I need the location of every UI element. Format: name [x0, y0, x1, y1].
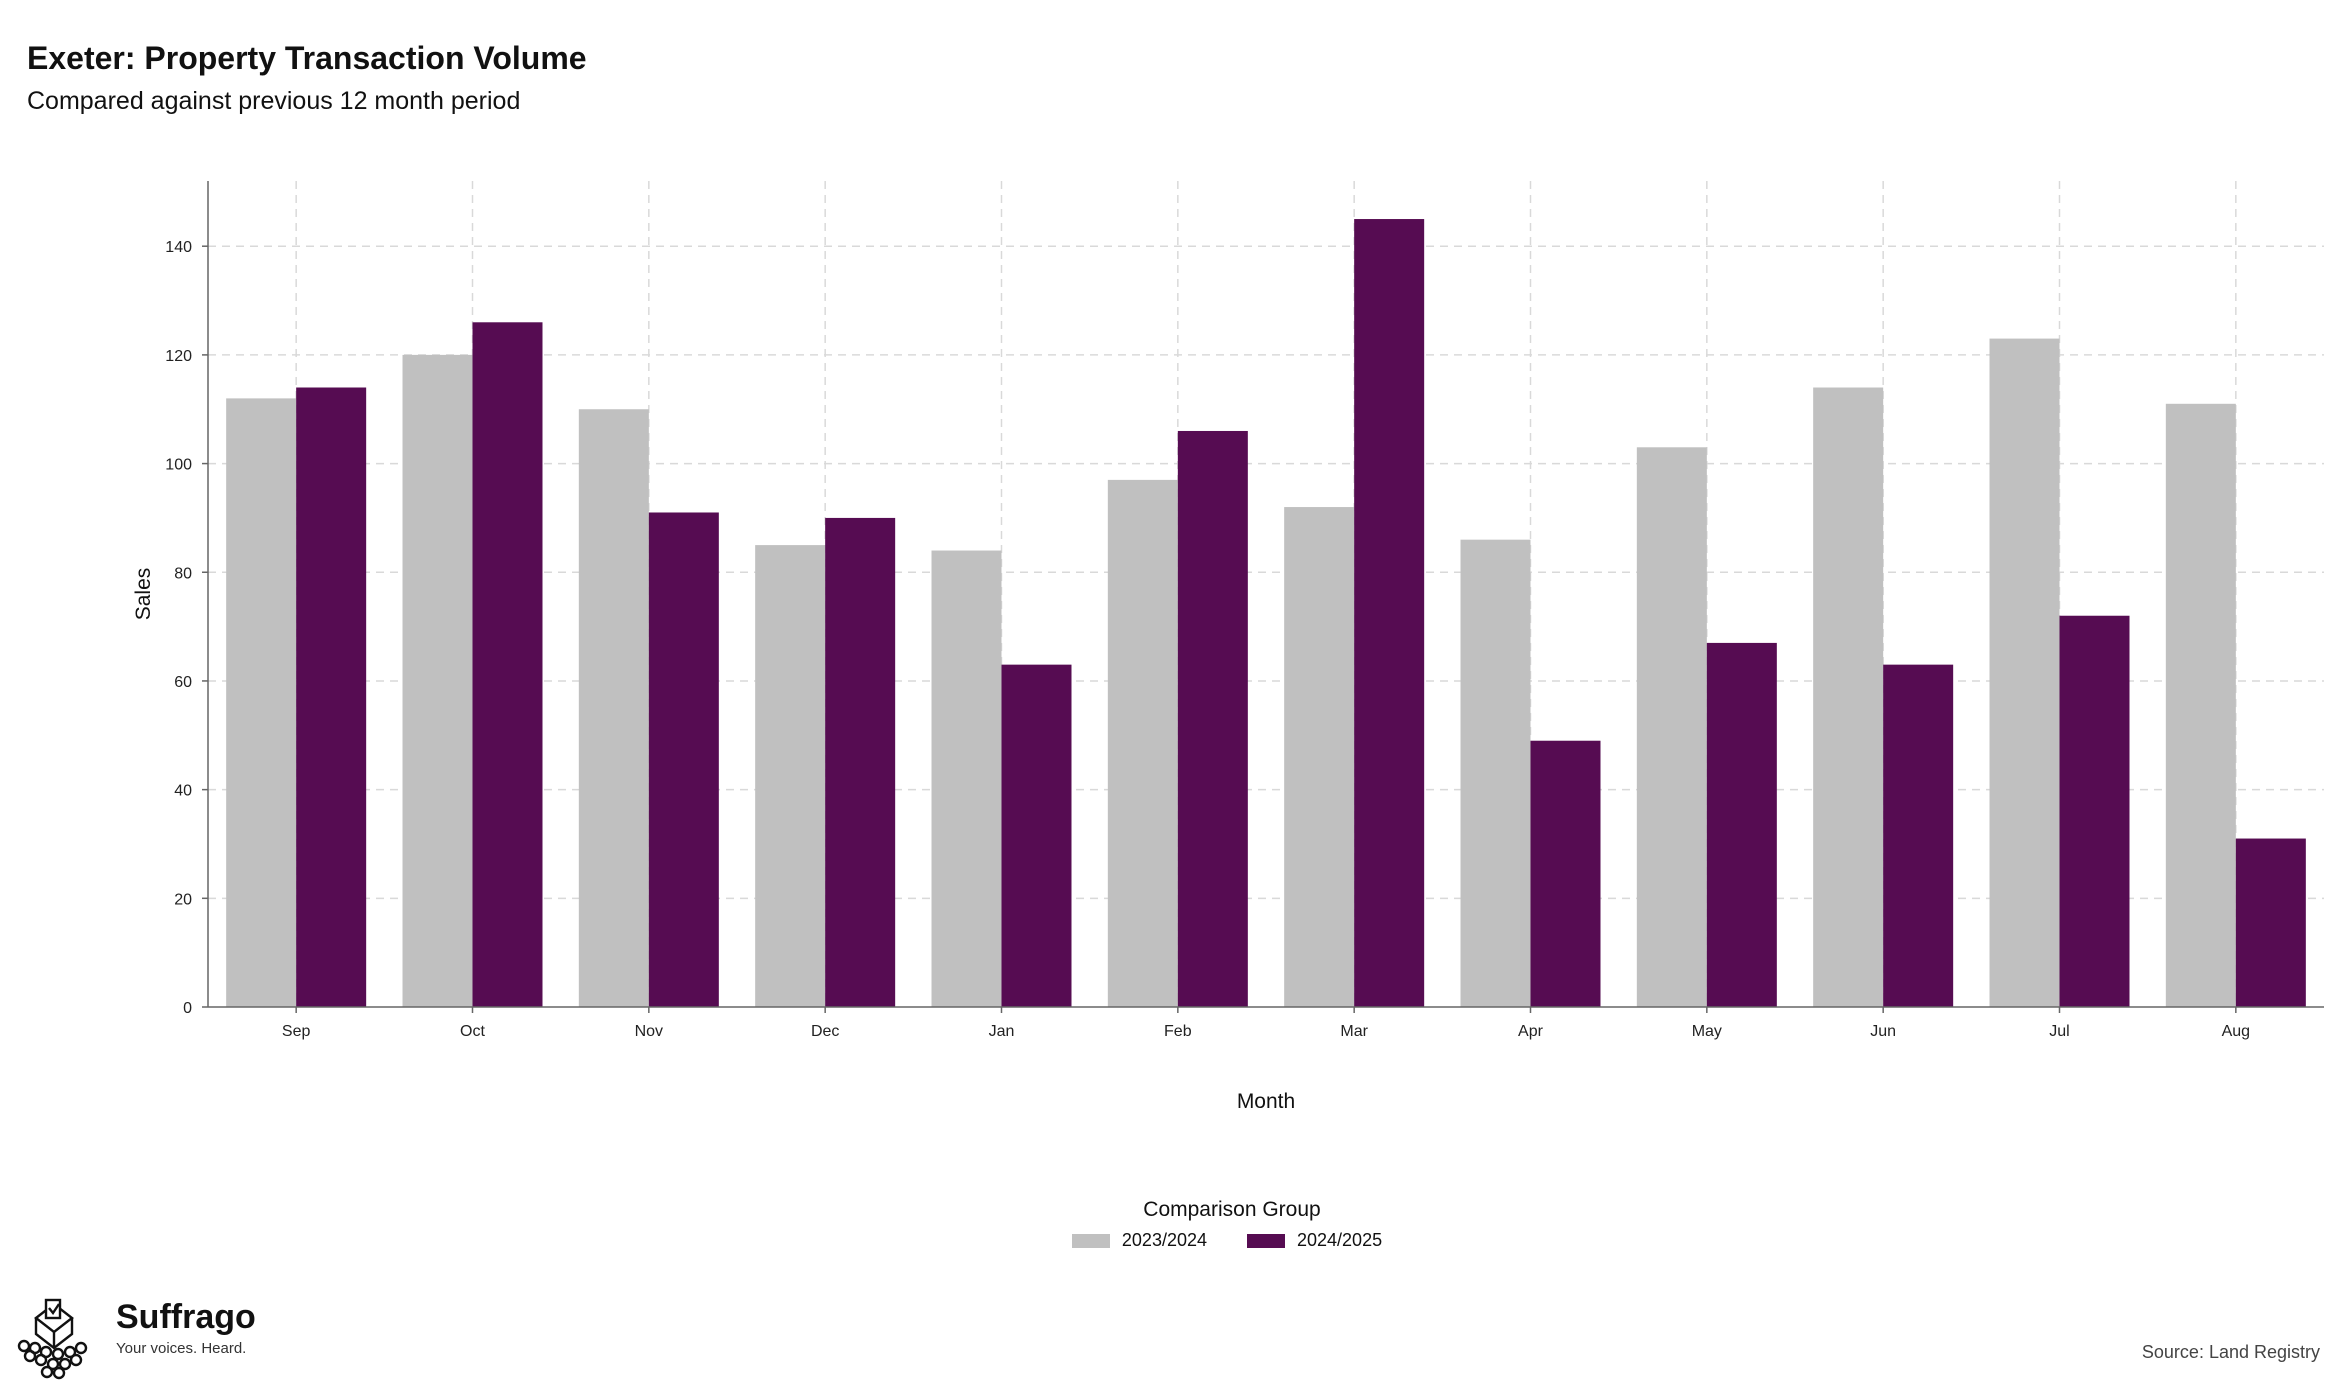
bars	[226, 219, 2306, 1008]
x-tick-label: Apr	[1518, 1023, 1544, 1040]
bar-2023-2024-Oct	[402, 354, 473, 1007]
y-tick-label: 40	[174, 783, 192, 800]
y-tick-label: 60	[174, 674, 192, 691]
bar-2023-2024-Feb	[1107, 479, 1178, 1007]
legend-label: 2023/2024	[1121, 1230, 1207, 1250]
x-tick-label: Oct	[460, 1023, 485, 1040]
legend-swatch	[1071, 1233, 1110, 1248]
y-tick-label: 120	[165, 348, 192, 365]
x-tick-label: Mar	[1340, 1023, 1368, 1040]
legend-item-2023-2024: 2023/2024	[1071, 1230, 1207, 1251]
bar-2024-2025-Apr	[1530, 740, 1601, 1007]
bar-2023-2024-Jul	[1989, 338, 2060, 1007]
chart-subtitle: Compared against previous 12 month perio…	[27, 87, 521, 115]
bar-2024-2025-May	[1706, 642, 1777, 1007]
x-tick-label: Jun	[1870, 1023, 1896, 1040]
y-tick-label: 140	[165, 239, 192, 256]
brand-tagline: Your voices. Heard.	[116, 1340, 247, 1357]
y-tick-label: 80	[174, 565, 192, 582]
bar-2023-2024-Apr	[1460, 539, 1531, 1007]
bar-2024-2025-Jan	[1001, 664, 1072, 1007]
bar-2024-2025-Feb	[1177, 430, 1248, 1007]
y-axis-title: Sales	[132, 568, 155, 621]
bar-2024-2025-Dec	[825, 517, 896, 1007]
x-tick-label: Aug	[2222, 1023, 2250, 1040]
legend-label: 2024/2025	[1297, 1230, 1383, 1250]
tick-labels: 0 20 40 60 80 100 120 140 Sep Oct Nov Dec Jan Feb Mar A…	[165, 239, 2250, 1040]
x-tick-label: Nov	[635, 1023, 663, 1040]
bar-2023-2024-Aug	[2165, 403, 2236, 1008]
ballot-box-crowd-logo-icon	[17, 1298, 88, 1380]
bar-2024-2025-Oct	[472, 322, 543, 1008]
bar-2024-2025-Mar	[1354, 219, 1425, 1007]
bar-chart: 0 20 40 60 80 100 120 140 Sep Oct Nov Dec Jan Feb Mar A…	[132, 181, 2324, 1113]
legend-swatch	[1247, 1233, 1285, 1248]
bar-2023-2024-Mar	[1284, 507, 1355, 1007]
x-tick-label: Dec	[811, 1023, 839, 1040]
bar-2023-2024-Jun	[1813, 387, 1884, 1007]
bar-2023-2024-Jan	[931, 550, 1002, 1007]
x-axis-title: Month	[1237, 1090, 1295, 1113]
brand: Suffrago Your voices. Heard.	[14, 1296, 256, 1380]
legend-items: 2023/2024 2024/2025	[0, 1230, 2334, 1251]
y-tick-label: 20	[174, 891, 192, 908]
legend: Comparison Group 2023/2024 2024/2025	[0, 1198, 2334, 1251]
bar-2023-2024-Sep	[226, 398, 297, 1007]
bar-2024-2025-Jun	[1883, 664, 1954, 1007]
bar-2024-2025-Aug	[2235, 838, 2306, 1007]
x-tick-label: May	[1692, 1023, 1722, 1040]
y-tick-label: 100	[165, 457, 192, 474]
bar-2024-2025-Nov	[648, 512, 719, 1007]
legend-title: Comparison Group	[1143, 1198, 1321, 1221]
brand-name: Suffrago	[116, 1298, 256, 1336]
bar-2023-2024-Nov	[578, 409, 649, 1008]
x-tick-label: Sep	[282, 1023, 311, 1040]
bar-2023-2024-May	[1636, 447, 1707, 1007]
axes	[202, 181, 2324, 1013]
x-tick-label: Feb	[1164, 1023, 1192, 1040]
legend-item-2024-2025: 2024/2025	[1247, 1230, 1382, 1251]
y-tick-label: 0	[183, 1000, 192, 1017]
bar-2024-2025-Jul	[2059, 615, 2130, 1007]
bar-2023-2024-Dec	[755, 545, 826, 1007]
chart-title: Exeter: Property Transaction Volume	[27, 40, 587, 76]
x-tick-label: Jan	[989, 1023, 1015, 1040]
x-tick-label: Jul	[2049, 1023, 2069, 1040]
bar-2024-2025-Sep	[296, 387, 367, 1007]
source-note: Source: Land Registry	[2141, 1342, 2320, 1362]
